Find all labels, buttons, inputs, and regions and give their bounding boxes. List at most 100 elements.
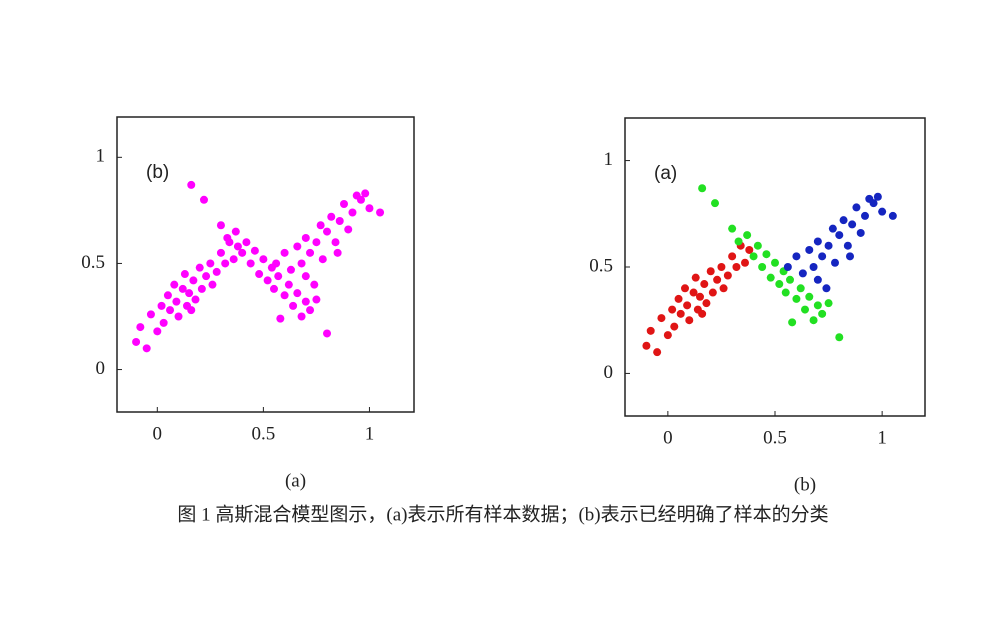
point [174,312,183,321]
point [301,297,310,306]
point [783,263,792,271]
point [869,199,878,208]
point [142,344,151,353]
x-tick-label: 1 [365,423,375,444]
point [212,267,221,276]
point [199,195,208,204]
point [831,258,839,267]
point [246,259,255,268]
y-tick-label: 0.5 [589,255,613,276]
point [255,270,264,279]
point [306,248,315,257]
point [766,273,775,282]
point [293,289,302,298]
point [670,322,679,331]
point [792,252,801,261]
annotation: (a) [654,163,677,184]
point [741,258,749,267]
point [187,180,196,189]
x-tick-label: 0.5 [252,423,276,444]
point [813,275,822,284]
point [753,241,762,250]
x-tick-label: 0 [153,423,163,444]
point [202,272,211,281]
point [698,309,707,318]
point [180,270,189,279]
point [676,309,685,318]
point [723,271,732,280]
point [646,326,655,335]
point [208,280,217,289]
point [191,295,200,304]
point [888,211,897,220]
point [801,305,809,314]
point [809,316,818,325]
point [843,241,852,250]
point [691,273,700,282]
point [356,195,365,204]
point [734,237,743,246]
point [813,237,822,246]
point [642,341,651,350]
point [310,280,319,289]
point [280,291,289,300]
annotation: (b) [146,162,169,183]
point [728,252,737,261]
point [238,248,247,257]
point [873,192,882,201]
point [813,301,822,310]
point [229,255,238,264]
point [216,221,225,230]
point [269,284,278,293]
point [172,297,181,306]
point [197,284,206,293]
point [719,284,728,293]
point [668,305,677,314]
point [856,228,865,237]
point [216,248,225,257]
point [822,284,831,293]
point [312,238,321,247]
point [788,318,797,327]
point [681,284,689,293]
point [805,245,814,254]
point [653,348,662,357]
point [223,233,232,242]
point [361,189,370,198]
point [809,263,818,271]
point [824,299,833,308]
point [846,252,854,261]
point [301,233,310,242]
point [206,259,215,268]
point [185,289,194,298]
point [163,291,172,300]
point [132,337,141,346]
y-tick-label: 0 [96,358,106,379]
point [805,292,814,301]
y-tick-label: 1 [96,146,106,167]
point [276,314,285,323]
point [758,263,767,271]
point [781,288,790,297]
point [796,284,805,293]
point [828,224,837,233]
point [187,306,196,315]
point [861,211,869,220]
caption: 图 1 高斯混合模型图示，(a)表示所有样本数据；(b)表示已经明确了样本的分类 [177,503,828,525]
point [792,294,801,303]
point [376,208,385,217]
point [297,312,306,321]
point [683,301,692,310]
panel-label: (a) [285,470,306,491]
point [272,259,281,268]
point [233,242,242,251]
x-tick-label: 0.5 [763,427,787,448]
point [259,255,268,264]
point [743,231,752,240]
point [762,250,771,259]
point [657,314,666,323]
point [706,267,715,276]
point [189,276,198,285]
point [242,238,251,247]
